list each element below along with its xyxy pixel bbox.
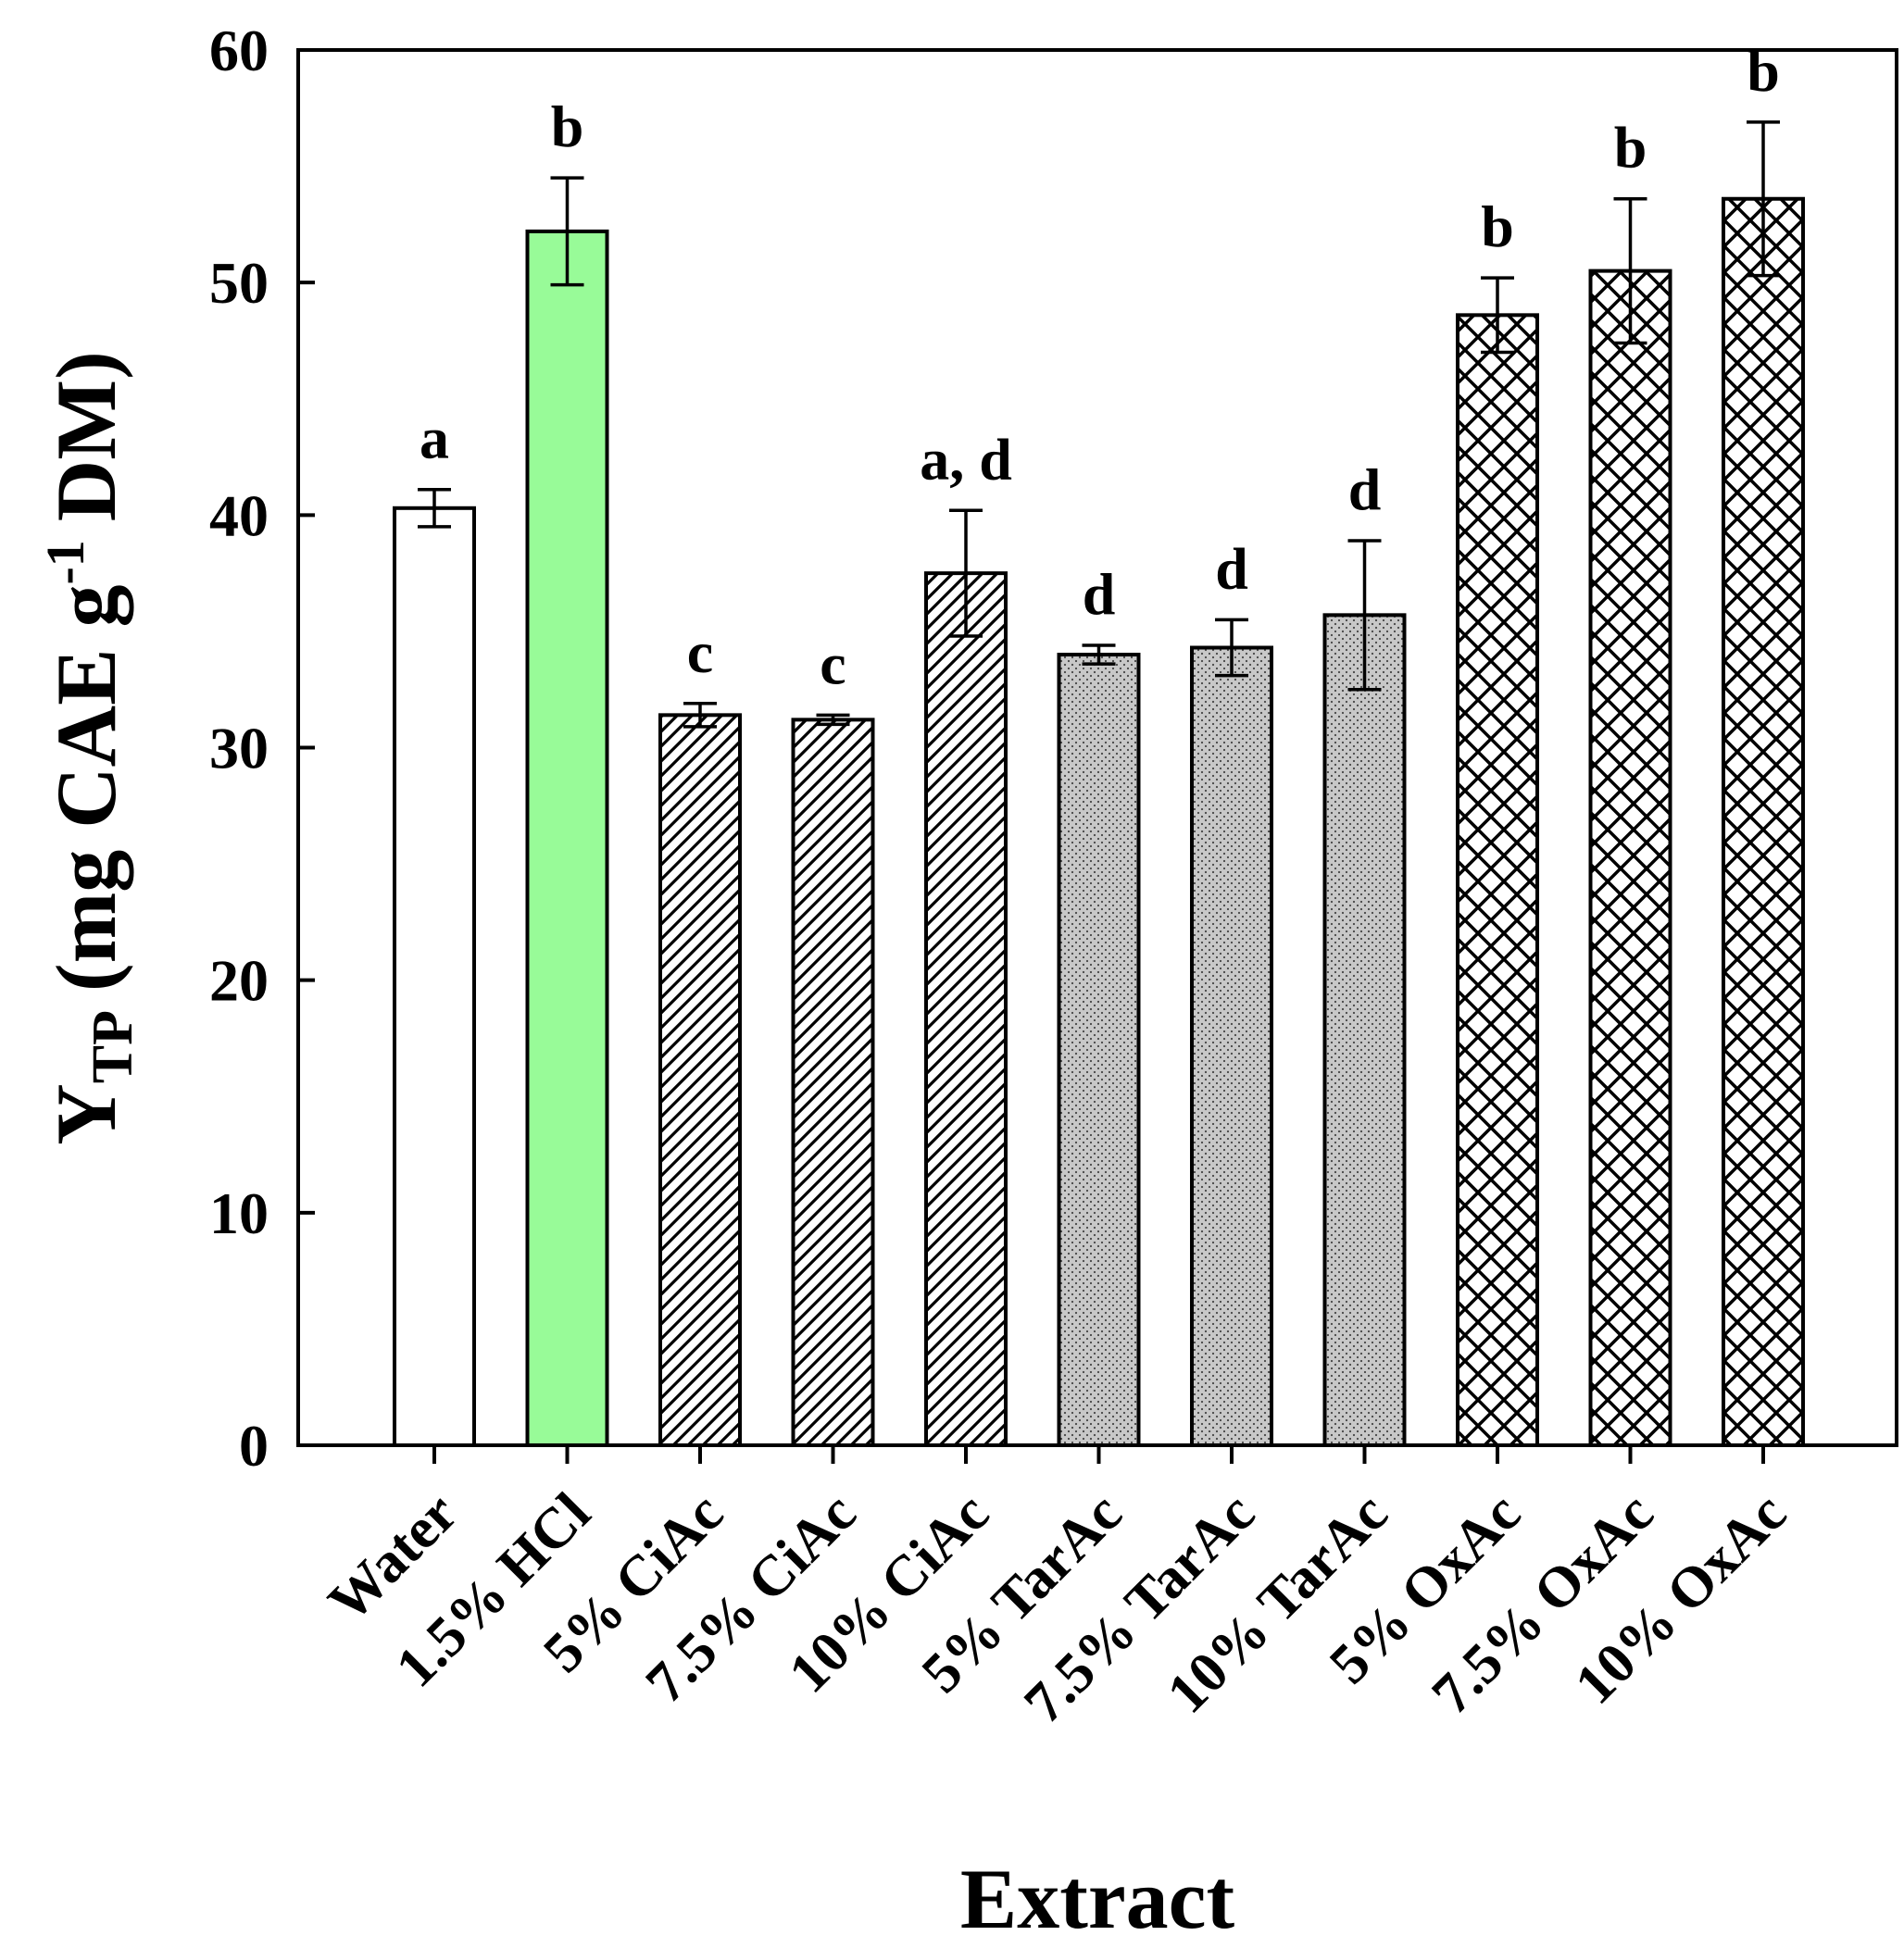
significance-label: b <box>1481 194 1514 259</box>
bar <box>525 229 609 1447</box>
bar <box>658 713 742 1447</box>
bar <box>1190 645 1273 1447</box>
bar <box>1722 196 1805 1447</box>
y-tick-label: 50 <box>209 250 269 316</box>
significance-label: c <box>687 619 713 685</box>
y-axis-title-superscript: -1 <box>35 540 95 584</box>
significance-label: d <box>1348 456 1382 522</box>
bars: a b c c a, d d d d b b b <box>393 38 1805 1448</box>
significance-label: b <box>551 94 584 159</box>
significance-label: c <box>820 631 846 696</box>
bar <box>393 506 476 1447</box>
x-axis-title: Extract <box>960 1852 1235 1946</box>
y-axis-title-unit-post: DM) <box>39 351 133 521</box>
bar <box>1588 268 1672 1448</box>
y-tick-label: 30 <box>209 716 269 781</box>
significance-label: d <box>1083 561 1116 627</box>
significance-label: a <box>420 406 449 471</box>
bar <box>1456 313 1539 1448</box>
y-axis-title-unit-pre: (mg CAE g <box>39 585 133 993</box>
y-tick-label: 20 <box>209 948 269 1014</box>
y-axis-title-main: Y <box>39 1083 133 1144</box>
bar <box>1057 653 1141 1447</box>
significance-label: b <box>1614 115 1647 181</box>
y-axis: 0 10 20 30 40 50 60 <box>209 18 315 1479</box>
significance-label: b <box>1747 38 1780 104</box>
bar <box>791 718 875 1447</box>
y-tick-label: 60 <box>209 18 269 83</box>
y-axis-title-subscript: TP <box>81 1010 144 1083</box>
y-tick-label: 0 <box>239 1413 269 1479</box>
y-tick-label: 10 <box>209 1180 269 1246</box>
y-axis-title: YTP (mg CAE g-1 DM) <box>35 351 144 1144</box>
significance-label: a, d <box>920 426 1012 492</box>
bar <box>1322 613 1407 1447</box>
significance-label: d <box>1215 535 1248 601</box>
bar <box>924 571 1008 1447</box>
y-tick-label: 40 <box>209 482 269 548</box>
